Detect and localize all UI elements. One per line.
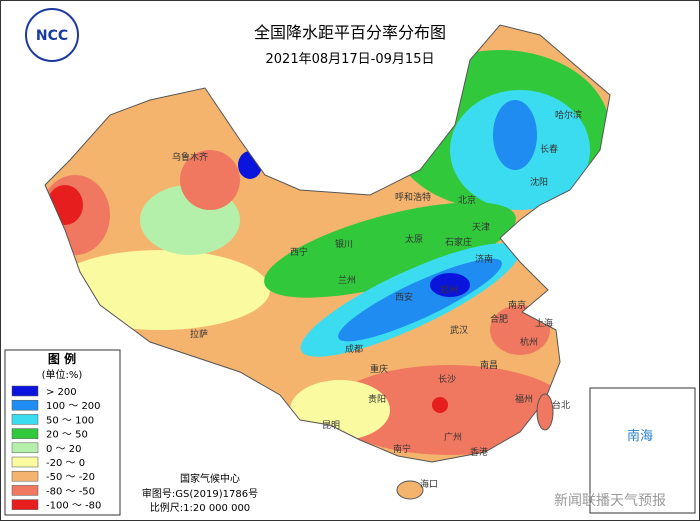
title: 全国降水距平百分率分布图 (254, 23, 446, 42)
city: 杭州 (520, 336, 538, 348)
city: 长沙 (438, 373, 456, 385)
taiwan (536, 393, 554, 431)
legend-label: -20 ～ 0 (46, 458, 85, 469)
city: 昆明 (322, 420, 340, 431)
city: 银川 (335, 238, 353, 250)
city: 济南 (475, 253, 493, 265)
border (44, 24, 611, 463)
legend-label: 0 ～ 20 (46, 444, 81, 455)
legend-label: -80 ～ -50 (46, 486, 95, 497)
legend-label: -100 ～ -80 (46, 501, 101, 512)
footer-scale: 比例尺:1:20 000 000 (150, 501, 250, 514)
city: 南昌 (480, 359, 498, 371)
city: 成都 (345, 343, 363, 355)
city: 西安 (395, 291, 413, 303)
city: 台北 (552, 399, 570, 411)
hainan (396, 480, 424, 500)
legend-swatch (11, 499, 39, 510)
city: 长春 (540, 143, 558, 155)
legend-label: 50 ～ 100 (46, 415, 94, 426)
city: 石家庄 (445, 236, 472, 248)
footer-agency: 国家气候中心 (180, 472, 240, 485)
city: 广州 (444, 431, 462, 443)
legend-label: -50 ～ -20 (46, 472, 95, 483)
city: 海口 (420, 478, 438, 490)
city: 呼和浩特 (395, 191, 431, 203)
city: 天津 (472, 222, 490, 233)
city: 兰州 (338, 274, 356, 286)
watermark: 新闻联播天气预报 (554, 493, 666, 509)
city: 重庆 (370, 363, 388, 375)
city: 郑州 (440, 284, 458, 296)
city: 沈阳 (530, 176, 548, 188)
inset-label: 南海 (627, 428, 653, 444)
legend-swatch (11, 456, 39, 468)
city: 合肥 (490, 313, 508, 325)
city: 哈尔滨 (555, 109, 582, 121)
city: 南宁 (393, 443, 411, 455)
city: 太原 (405, 233, 423, 245)
subtitle: 2021年08月17日-09月15日 (266, 52, 435, 67)
legend-label: 20 ～ 50 (46, 430, 88, 441)
inset (589, 387, 696, 514)
city: 北京 (458, 194, 476, 206)
city: 福州 (515, 393, 533, 405)
footer-approval: 审图号:GS(2019)1786号 (142, 487, 258, 500)
legend-swatch (11, 414, 39, 425)
city: 西宁 (290, 246, 308, 258)
city: 武汉 (450, 324, 468, 336)
city: 上海 (535, 317, 553, 329)
legend-unit: (单位:%) (42, 368, 83, 381)
legend-swatch (11, 399, 39, 411)
legend-label: 100 ～ 200 (46, 401, 101, 412)
city: 贵阳 (368, 393, 386, 405)
city: 拉萨 (190, 328, 208, 340)
city: 香港 (470, 446, 488, 458)
legend-swatch (11, 442, 39, 454)
legend-swatch (11, 385, 39, 397)
legend-swatch (11, 470, 39, 482)
logo (25, 8, 79, 62)
legend-swatch (11, 485, 39, 496)
legend-swatch (11, 428, 39, 439)
logo-text: NCC (36, 28, 68, 44)
city: 乌鲁木齐 (172, 151, 208, 163)
city: 南京 (508, 299, 526, 311)
legend-label: > 200 (46, 387, 77, 398)
legend-title: 图 例 (48, 351, 76, 366)
